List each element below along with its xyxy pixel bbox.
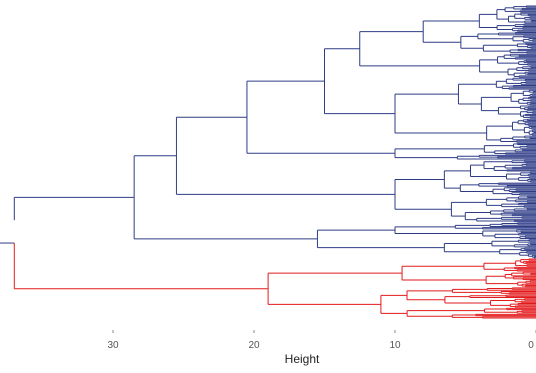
- dendrogram-branches: [0, 5, 536, 319]
- x-axis-title: Height: [285, 352, 320, 366]
- x-tick-label: 0: [528, 340, 534, 351]
- x-tick-label: 10: [389, 340, 401, 351]
- x-axis: 30 20 10 0: [107, 330, 536, 351]
- x-tick-label: 20: [248, 340, 260, 351]
- x-tick-label: 30: [107, 340, 119, 351]
